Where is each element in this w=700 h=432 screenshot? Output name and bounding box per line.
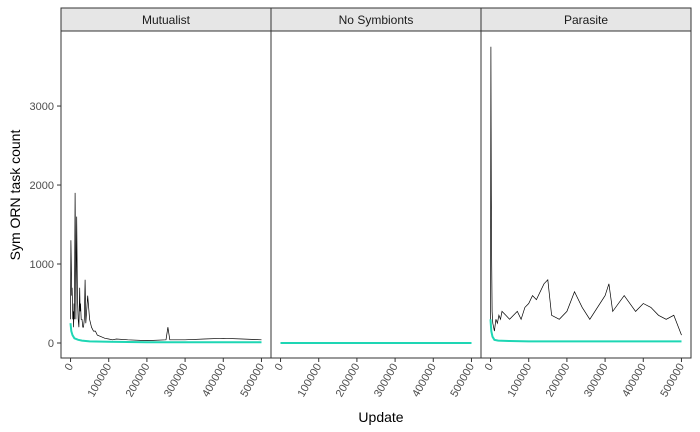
x-tick-label: 0: [63, 362, 76, 373]
y-tick-label: 0: [48, 338, 54, 350]
x-tick-label: 500000: [658, 362, 687, 400]
x-tick-label: 0: [273, 362, 286, 373]
raw-series-line: [70, 192, 262, 341]
y-tick-label: 3000: [30, 101, 54, 113]
x-tick-label: 500000: [448, 362, 477, 400]
facet-no-symbionts: No Symbionts 0 100000 200000 300000 400000 500…: [270, 7, 482, 400]
x-tick-label: 100000: [296, 362, 325, 400]
x-tick-label: 300000: [582, 362, 611, 400]
x-tick-label: 400000: [620, 362, 649, 400]
x-tick-label: 200000: [334, 362, 363, 400]
facet-panels: Mutualist 0 100000 200000 300000 400000 500000…: [60, 7, 692, 400]
mean-series-line: [69, 323, 262, 344]
facet-panel: [480, 30, 692, 359]
facet-panel: [60, 30, 272, 359]
x-tick-label: 400000: [410, 362, 439, 400]
facet-strip-label: Mutualist: [142, 13, 191, 27]
mean-series-line: [489, 319, 682, 343]
raw-series-line: [490, 46, 682, 336]
x-tick-label: 400000: [200, 362, 229, 400]
x-tick-label: 200000: [124, 362, 153, 400]
x-tick-label: 100000: [506, 362, 535, 400]
y-tick-label: 2000: [30, 180, 54, 192]
facet-parasite: Parasite 0 100000 200000 300000 400000 500000: [480, 7, 692, 400]
x-tick-label: 0: [483, 362, 496, 373]
y-axis: 0 1000 2000 3000: [30, 101, 61, 350]
x-tick-label: 300000: [162, 362, 191, 400]
y-tick-label: 1000: [30, 259, 54, 271]
facet-strip-label: No Symbionts: [339, 13, 414, 27]
facet-strip-label: Parasite: [564, 13, 608, 27]
facet-panel: [270, 30, 482, 359]
x-tick-label: 300000: [372, 362, 401, 400]
x-tick-label: 200000: [544, 362, 573, 400]
x-tick-label: 500000: [238, 362, 267, 400]
x-tick-label: 100000: [86, 362, 115, 400]
y-axis-title: Sym ORN task count: [7, 130, 23, 261]
facet-mutualist: Mutualist 0 100000 200000 300000 400000 500000: [60, 7, 272, 400]
x-axis-title: Update: [358, 409, 403, 425]
